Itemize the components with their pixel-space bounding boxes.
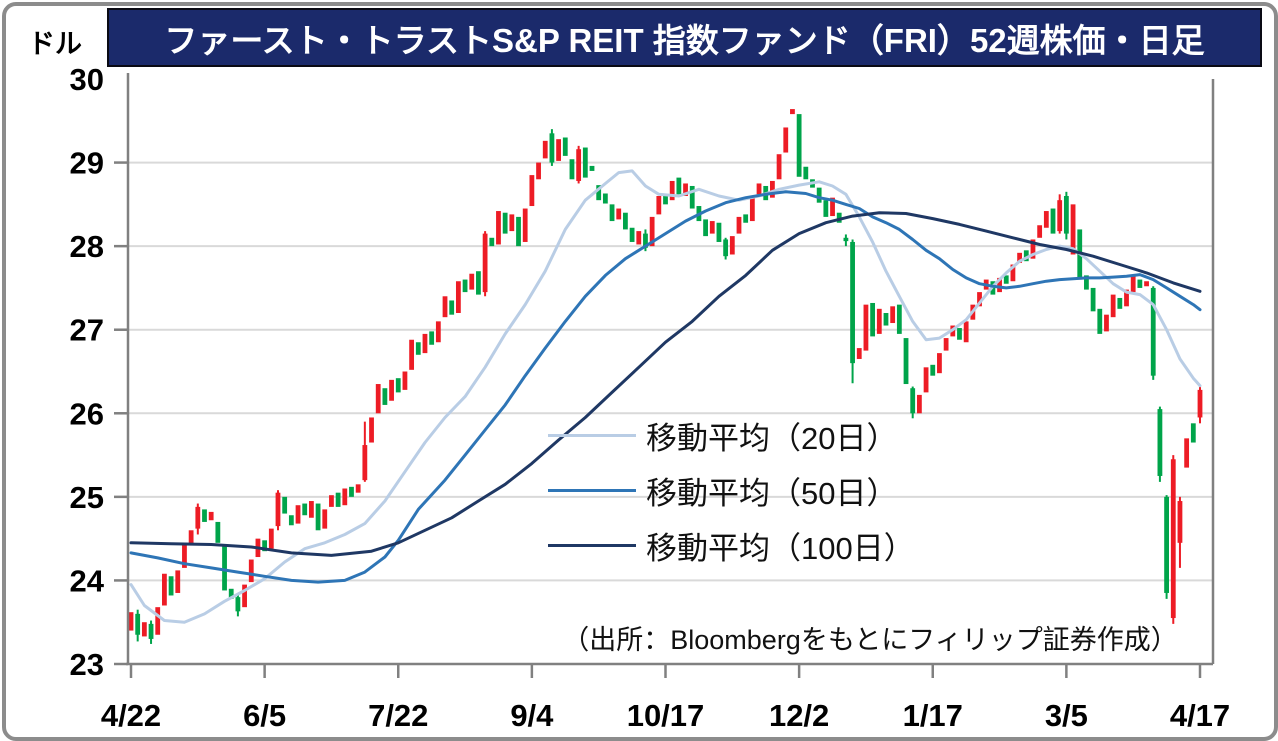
legend: 移動平均（20日） 移動平均（50日） 移動平均（100日）: [548, 408, 915, 573]
ma20-legend-line-icon: [548, 434, 636, 437]
ma100-legend-line-icon: [548, 544, 636, 547]
svg-text:26: 26: [70, 396, 104, 431]
svg-text:30: 30: [70, 62, 104, 97]
axis-labels: 30 29 28 27 26 25 24 23 4/22 6/5 7/22 9/4 10/17 12/2 1…: [70, 62, 1231, 733]
chart-title: ファースト・トラストS&P REIT 指数ファンド（FRI）52週株価・日足: [164, 21, 1205, 59]
svg-text:7/22: 7/22: [368, 698, 428, 733]
svg-text:6/5: 6/5: [243, 698, 286, 733]
svg-text:1/17: 1/17: [903, 698, 963, 733]
legend-item-ma100: 移動平均（100日）: [548, 518, 915, 573]
title-bar: ファースト・トラストS&P REIT 指数ファンド（FRI）52週株価・日足: [107, 8, 1262, 67]
ma50-legend-line-icon: [548, 489, 636, 492]
svg-text:25: 25: [70, 480, 104, 515]
legend-item-ma20: 移動平均（20日）: [548, 408, 915, 463]
legend-label-ma100: 移動平均（100日）: [646, 531, 915, 566]
svg-text:28: 28: [70, 229, 104, 264]
moving-average-lines: [129, 169, 1202, 624]
svg-text:10/17: 10/17: [627, 698, 705, 733]
candles-layer: [128, 109, 1203, 644]
svg-text:4/17: 4/17: [1170, 698, 1230, 733]
svg-text:4/22: 4/22: [101, 698, 161, 733]
legend-item-ma50: 移動平均（50日）: [548, 463, 915, 518]
svg-text:3/5: 3/5: [1045, 698, 1088, 733]
svg-text:23: 23: [70, 647, 104, 682]
svg-text:9/4: 9/4: [510, 698, 554, 733]
svg-text:24: 24: [70, 563, 105, 598]
source-note: （出所：Bloombergをもとにフィリップ証券作成）: [562, 625, 1178, 655]
y-axis-unit-label: ドル: [28, 29, 82, 59]
svg-text:12/2: 12/2: [769, 698, 829, 733]
legend-label-ma50: 移動平均（50日）: [646, 476, 898, 511]
axes: [114, 73, 1215, 678]
svg-text:27: 27: [70, 313, 104, 348]
svg-text:29: 29: [70, 146, 104, 181]
legend-label-ma20: 移動平均（20日）: [646, 421, 898, 456]
